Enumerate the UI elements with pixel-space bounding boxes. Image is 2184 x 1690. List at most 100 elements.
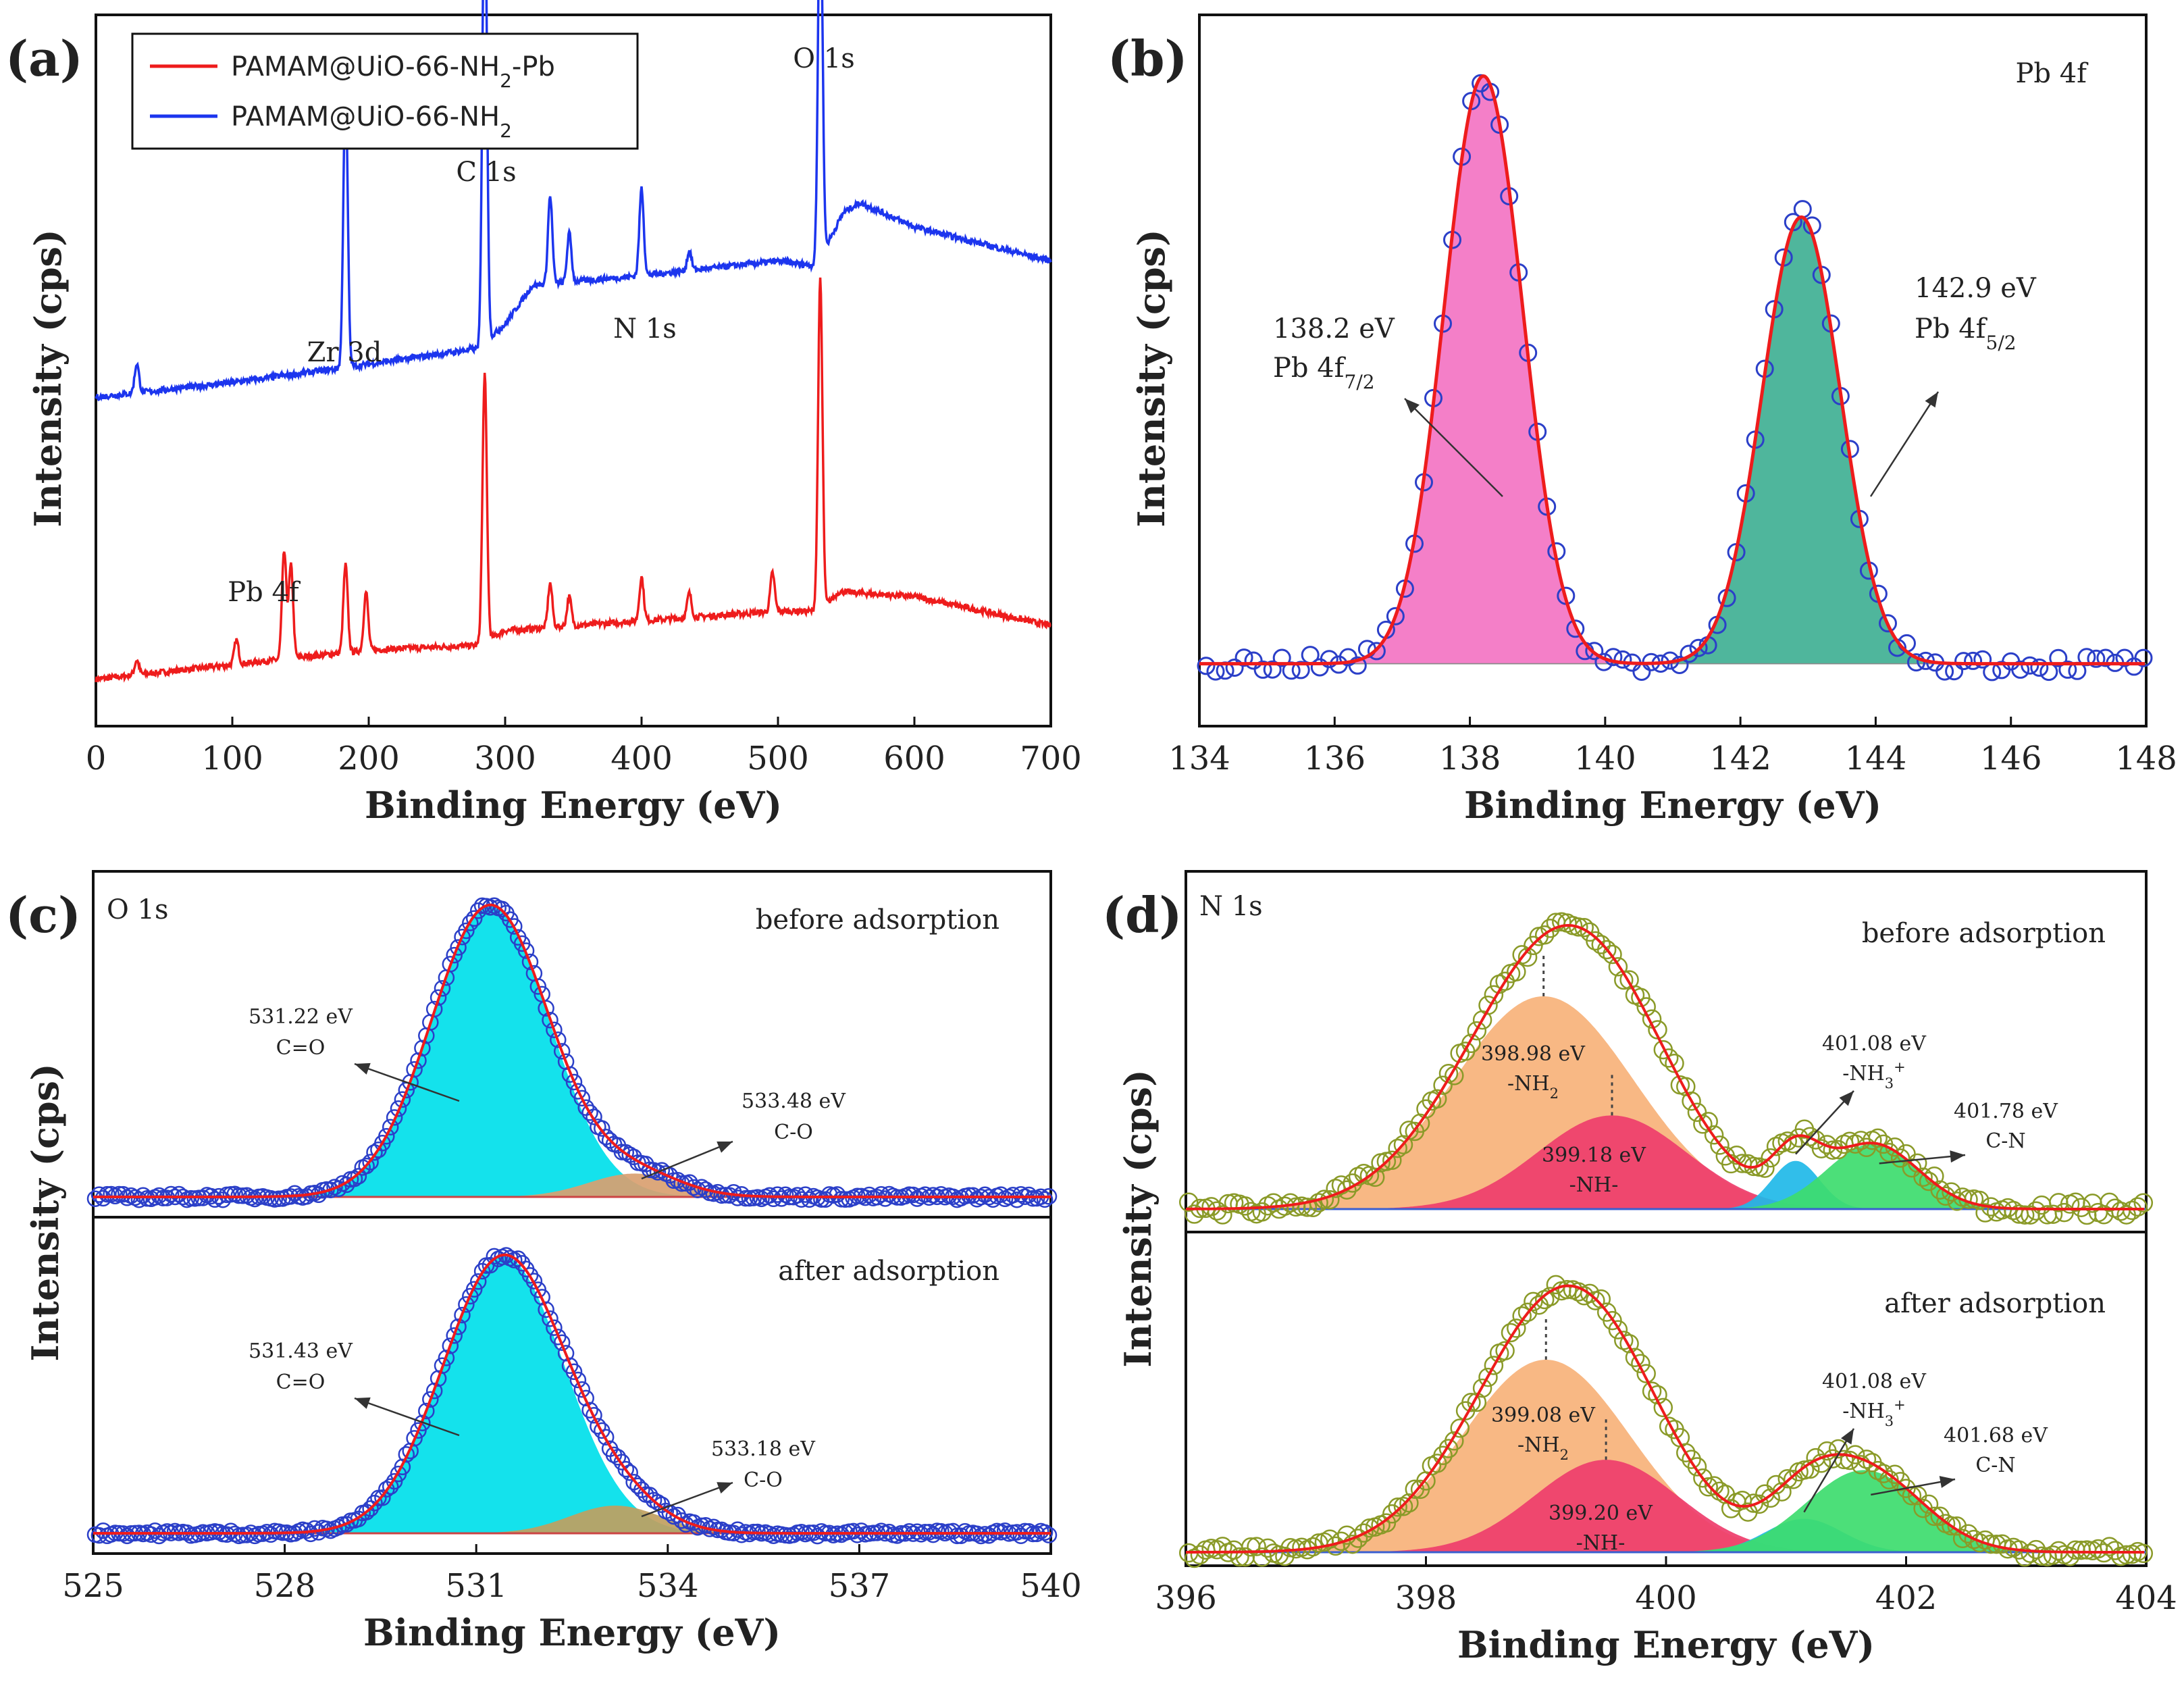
data-point (904, 1186, 922, 1204)
data-point (1388, 1138, 1407, 1158)
data-point (398, 1445, 415, 1463)
data-point (1253, 660, 1272, 679)
data-point (697, 1181, 714, 1198)
x-tick-label: 0 (86, 740, 107, 777)
data-point (2088, 1539, 2108, 1559)
peak-arrow-1-head (1925, 392, 1938, 408)
data-point (1024, 1190, 1041, 1207)
data-point (270, 1190, 287, 1207)
data-point (1247, 1537, 1266, 1556)
data-point (546, 1021, 563, 1038)
data-point (1919, 1494, 1939, 1514)
y-axis-title: Intensity (cps) (24, 1063, 67, 1361)
data-point (1566, 619, 1585, 638)
data-point (1225, 659, 1244, 677)
data-point (1761, 1488, 1780, 1508)
data-point (1613, 650, 1632, 669)
data-point (981, 1527, 997, 1544)
data-point (1851, 1455, 1871, 1475)
data-point (1036, 1191, 1054, 1208)
data-point (162, 1185, 180, 1203)
peak-bond-label: C=O (276, 1036, 326, 1060)
data-point (860, 1186, 878, 1204)
peak-arrow-0 (1404, 398, 1503, 497)
data-point (944, 1522, 962, 1540)
data-point (546, 1319, 563, 1336)
fit-component-1-3 (1186, 1470, 2146, 1552)
data-point (1297, 1198, 1318, 1217)
data-point (1012, 1186, 1029, 1203)
data-point (2054, 1545, 2074, 1564)
data-point (1230, 1547, 1249, 1567)
data-point (2043, 1204, 2063, 1224)
data-point (1354, 1523, 1374, 1543)
data-point (1896, 1479, 1916, 1498)
data-point (1399, 1493, 1419, 1513)
data-point (509, 1250, 527, 1267)
data-point (1625, 1348, 1645, 1367)
data-point (430, 989, 447, 1006)
data-point (1942, 1516, 1961, 1536)
fit-component-1-1 (93, 1506, 1051, 1533)
data-point (1755, 1158, 1775, 1178)
data-point (2032, 1546, 2052, 1566)
peak-group-label: C-N (1975, 1454, 2015, 1477)
peak-energy-label: 401.08 eV (1822, 1370, 1927, 1393)
data-point (442, 956, 459, 973)
series-line-pristine (95, 0, 1052, 402)
data-point (454, 1306, 471, 1324)
peak-energy-label: 138.2 eV (1273, 313, 1395, 344)
data-point (1512, 1306, 1532, 1326)
data-point (1004, 1187, 1022, 1204)
peak-arrow-0-3-head (1950, 1150, 1965, 1163)
data-point (1653, 1398, 1673, 1418)
peak-group-label: -NH2 (1517, 1433, 1569, 1463)
data-point (550, 1329, 567, 1346)
data-point (1632, 663, 1651, 681)
data-point (1546, 1275, 1566, 1295)
data-point (609, 1449, 627, 1466)
condition-label: after adsorption (1884, 1288, 2106, 1319)
data-point (306, 1520, 323, 1537)
data-point (889, 1527, 906, 1544)
data-point (813, 1191, 830, 1208)
plot-frame-b (1198, 14, 2148, 727)
x-tick-label: 600 (883, 740, 945, 777)
data-point (1608, 957, 1628, 977)
data-point (538, 1000, 554, 1017)
data-point (2128, 1197, 2148, 1217)
data-point (350, 1168, 367, 1185)
data-point (1659, 1416, 1679, 1436)
data-point (402, 1442, 419, 1460)
x-tick-label: 148 (2115, 740, 2177, 777)
data-point (797, 1186, 814, 1203)
data-point (1410, 1113, 1430, 1133)
data-point (542, 1011, 558, 1029)
data-point (1761, 1148, 1780, 1168)
data-point (673, 1512, 690, 1529)
data-point (1659, 1048, 1679, 1068)
data-point (733, 1526, 750, 1543)
peak-orbital-label: Pb 4f5/2 (1915, 313, 2017, 354)
data-point (948, 1527, 966, 1545)
data-point (849, 1527, 866, 1543)
data-point (1631, 988, 1650, 1008)
peak-group-label: -NH2 (1507, 1072, 1559, 1102)
data-point (1856, 1450, 1877, 1469)
data-point (506, 918, 523, 935)
data-point (590, 1418, 606, 1435)
envelope-fit-line (1186, 1284, 2145, 1554)
data-point (1973, 650, 1992, 669)
data-point (386, 1109, 403, 1126)
data-point (1907, 1153, 1927, 1173)
peak-group-label: -NH3+ (1842, 1397, 1906, 1429)
peak-group-label: -NH- (1569, 1173, 1619, 1197)
x-tick-label: 540 (1020, 1567, 1082, 1605)
data-point (450, 939, 467, 956)
data-point (581, 1104, 598, 1121)
data-point (469, 1273, 487, 1290)
data-point (586, 1108, 602, 1125)
data-point (617, 1460, 635, 1478)
data-point (1591, 935, 1611, 954)
